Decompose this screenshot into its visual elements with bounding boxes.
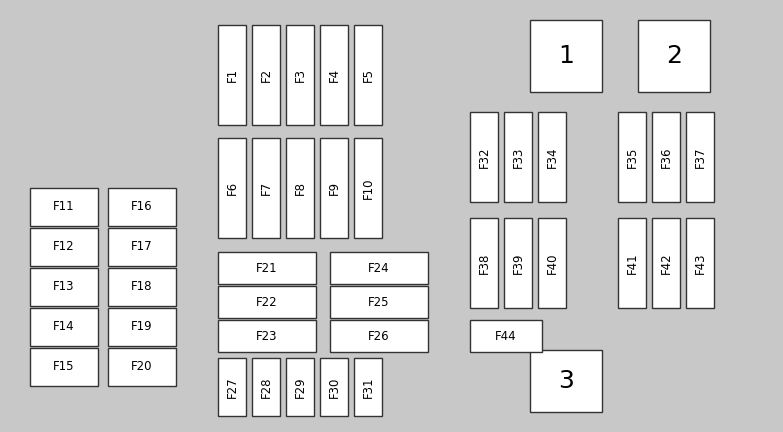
Text: F13: F13 (53, 280, 74, 293)
Text: F20: F20 (132, 360, 153, 374)
Text: F39: F39 (511, 252, 525, 274)
Bar (618, 112, 646, 202)
Bar (252, 358, 280, 416)
Bar (330, 252, 428, 284)
Text: F23: F23 (256, 330, 278, 343)
Text: F31: F31 (362, 376, 374, 398)
Text: F43: F43 (694, 252, 706, 274)
Bar (320, 25, 348, 125)
Bar (320, 138, 348, 238)
Text: F5: F5 (362, 68, 374, 82)
Text: F11: F11 (53, 200, 75, 213)
Bar (108, 268, 176, 306)
Bar (470, 112, 498, 202)
Bar (218, 25, 246, 125)
Text: F18: F18 (132, 280, 153, 293)
Text: F2: F2 (259, 68, 272, 82)
Text: F44: F44 (495, 330, 517, 343)
Text: F17: F17 (132, 241, 153, 254)
Bar (108, 188, 176, 226)
Bar (108, 308, 176, 346)
Text: 2: 2 (666, 44, 682, 68)
Bar (530, 20, 602, 92)
Text: F33: F33 (511, 146, 525, 168)
Bar (354, 138, 382, 238)
Bar (108, 348, 176, 386)
Text: F30: F30 (327, 376, 341, 398)
Bar (286, 138, 314, 238)
Bar (30, 228, 98, 266)
Bar (286, 358, 314, 416)
Bar (354, 358, 382, 416)
Bar (354, 25, 382, 125)
Text: F19: F19 (132, 321, 153, 334)
Bar (252, 25, 280, 125)
Text: F36: F36 (659, 146, 673, 168)
Text: F29: F29 (294, 376, 306, 398)
Bar (504, 112, 532, 202)
Bar (538, 112, 566, 202)
Bar (30, 188, 98, 226)
Bar (530, 350, 602, 412)
Text: F32: F32 (478, 146, 490, 168)
Text: F37: F37 (694, 146, 706, 168)
Text: F25: F25 (368, 295, 390, 308)
Bar (686, 218, 714, 308)
Bar (638, 20, 710, 92)
Text: F14: F14 (53, 321, 75, 334)
Bar (218, 286, 316, 318)
Text: F10: F10 (362, 177, 374, 199)
Text: F34: F34 (546, 146, 558, 168)
Text: F40: F40 (546, 252, 558, 274)
Bar (218, 320, 316, 352)
Text: F16: F16 (132, 200, 153, 213)
Text: F38: F38 (478, 252, 490, 274)
Text: F4: F4 (327, 68, 341, 82)
Bar (320, 358, 348, 416)
Text: F8: F8 (294, 181, 306, 195)
Text: F35: F35 (626, 146, 638, 168)
Text: F21: F21 (256, 261, 278, 274)
Bar (252, 138, 280, 238)
Text: F7: F7 (259, 181, 272, 195)
Bar (30, 348, 98, 386)
Bar (618, 218, 646, 308)
Text: F6: F6 (226, 181, 239, 195)
Bar (504, 218, 532, 308)
Text: F41: F41 (626, 252, 638, 274)
Text: F12: F12 (53, 241, 75, 254)
Bar (470, 320, 542, 352)
Bar (330, 286, 428, 318)
Bar (218, 138, 246, 238)
Bar (30, 308, 98, 346)
Text: F42: F42 (659, 252, 673, 274)
Bar (652, 112, 680, 202)
Bar (330, 320, 428, 352)
Text: F15: F15 (53, 360, 74, 374)
Bar (652, 218, 680, 308)
Bar (108, 228, 176, 266)
Text: F24: F24 (368, 261, 390, 274)
Bar (470, 218, 498, 308)
Bar (218, 252, 316, 284)
Text: F3: F3 (294, 68, 306, 82)
Bar (538, 218, 566, 308)
Bar (286, 25, 314, 125)
Text: F9: F9 (327, 181, 341, 195)
Text: F28: F28 (259, 376, 272, 398)
Text: F22: F22 (256, 295, 278, 308)
Bar (30, 268, 98, 306)
Text: 3: 3 (558, 369, 574, 393)
Text: F1: F1 (226, 68, 239, 82)
Bar (686, 112, 714, 202)
Text: 1: 1 (558, 44, 574, 68)
Text: F26: F26 (368, 330, 390, 343)
Bar (218, 358, 246, 416)
Text: F27: F27 (226, 376, 239, 398)
